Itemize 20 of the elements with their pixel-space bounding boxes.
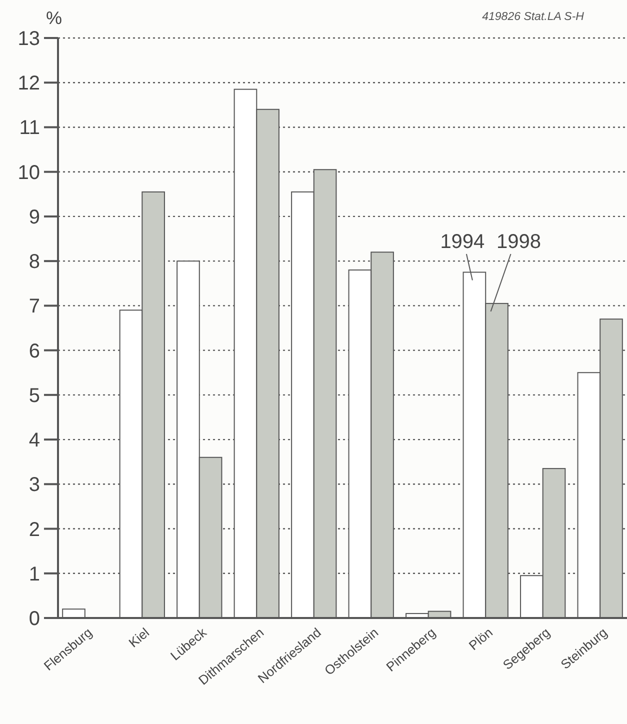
y-tick-label: 2 (28, 518, 40, 541)
y-tick-label: 9 (28, 206, 40, 228)
y-tick-label: 0 (28, 608, 40, 630)
text: 1998 (496, 231, 542, 253)
x-tick-label: Plön (466, 624, 496, 654)
x-tick-label: Kiel (126, 624, 152, 650)
y-tick-label: 13 (18, 28, 40, 50)
y-tick-label: 8 (28, 251, 40, 274)
y-tick-label: 11 (19, 117, 40, 140)
y-tick-label: 6 (28, 340, 40, 362)
y-tick-label: 1 (28, 563, 40, 586)
y-tick-label: 12 (18, 72, 40, 95)
series-label: 1994 (440, 231, 485, 253)
text: 419826 Stat.LA S-H (482, 11, 585, 23)
y-tick-label: 10 (18, 162, 40, 184)
y-tick-label: 5 (28, 384, 40, 407)
y-axis-title: % (46, 8, 62, 28)
y-tick-label: 7 (28, 296, 40, 318)
y-tick-label: 4 (28, 430, 40, 452)
y-tick-label: 3 (28, 474, 40, 496)
